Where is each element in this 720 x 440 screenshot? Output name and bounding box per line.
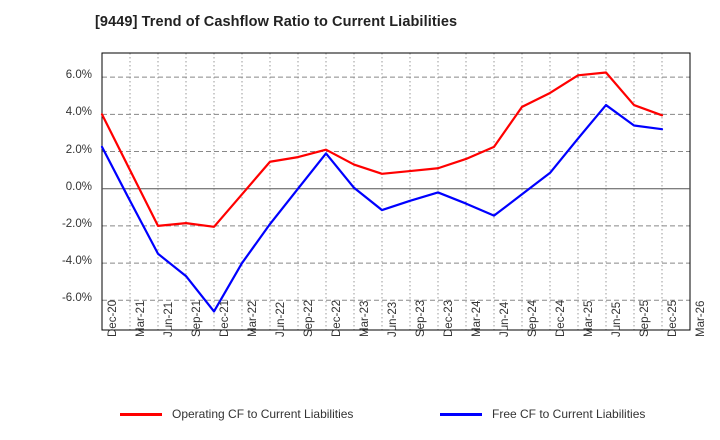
x-tick-label: Mar-24 <box>471 300 483 337</box>
x-tick-label: Mar-25 <box>583 300 595 337</box>
x-tick-label: Dec-23 <box>443 299 455 337</box>
series-line-2 <box>100 103 664 313</box>
x-tick-label: Dec-21 <box>219 299 231 337</box>
y-tick-label: -2.0% <box>61 217 92 230</box>
gridlines <box>102 53 690 330</box>
y-tick-label: 0.0% <box>65 180 92 193</box>
x-tick-label: Mar-22 <box>247 300 259 337</box>
x-tick-label: Jun-23 <box>387 301 399 337</box>
x-tick-label: Jun-21 <box>163 301 175 337</box>
x-tick-label: Dec-20 <box>107 299 119 337</box>
x-tick-label: Mar-23 <box>359 300 371 337</box>
series-paths <box>100 71 664 313</box>
y-tick-label: 6.0% <box>65 69 92 82</box>
x-tick-label: Dec-24 <box>555 299 567 337</box>
x-tick-label: Dec-22 <box>331 299 343 337</box>
x-tick-label: Jun-25 <box>611 301 623 337</box>
legend-color-swatch <box>440 413 482 416</box>
y-tick-label: -6.0% <box>61 292 92 305</box>
x-tick-label: Sep-24 <box>527 299 539 337</box>
y-tick-label: 4.0% <box>65 106 92 119</box>
x-tick-label: Mar-26 <box>695 300 707 337</box>
series-line-1 <box>100 71 664 228</box>
y-tick-label: -4.0% <box>61 255 92 268</box>
chart-legend: Operating CF to Current Liabilities Free … <box>0 404 720 430</box>
x-tick-label: Dec-25 <box>667 299 679 337</box>
x-tick-label: Sep-22 <box>303 299 315 337</box>
y-tick-label: 2.0% <box>65 143 92 156</box>
legend-label: Free CF to Current Liabilities <box>492 407 646 421</box>
x-tick-label: Sep-25 <box>639 299 651 337</box>
legend-label: Operating CF to Current Liabilities <box>172 407 354 421</box>
x-tick-label: Sep-23 <box>415 299 427 337</box>
x-tick-label: Sep-21 <box>191 299 203 337</box>
legend-color-swatch <box>120 413 162 416</box>
x-tick-label: Jun-22 <box>275 301 287 337</box>
x-tick-label: Jun-24 <box>499 301 511 337</box>
plot-frame <box>101 52 691 331</box>
chart-title: [9449] Trend of Cashflow Ratio to Curren… <box>95 14 458 30</box>
x-tick-label: Mar-21 <box>135 300 147 337</box>
